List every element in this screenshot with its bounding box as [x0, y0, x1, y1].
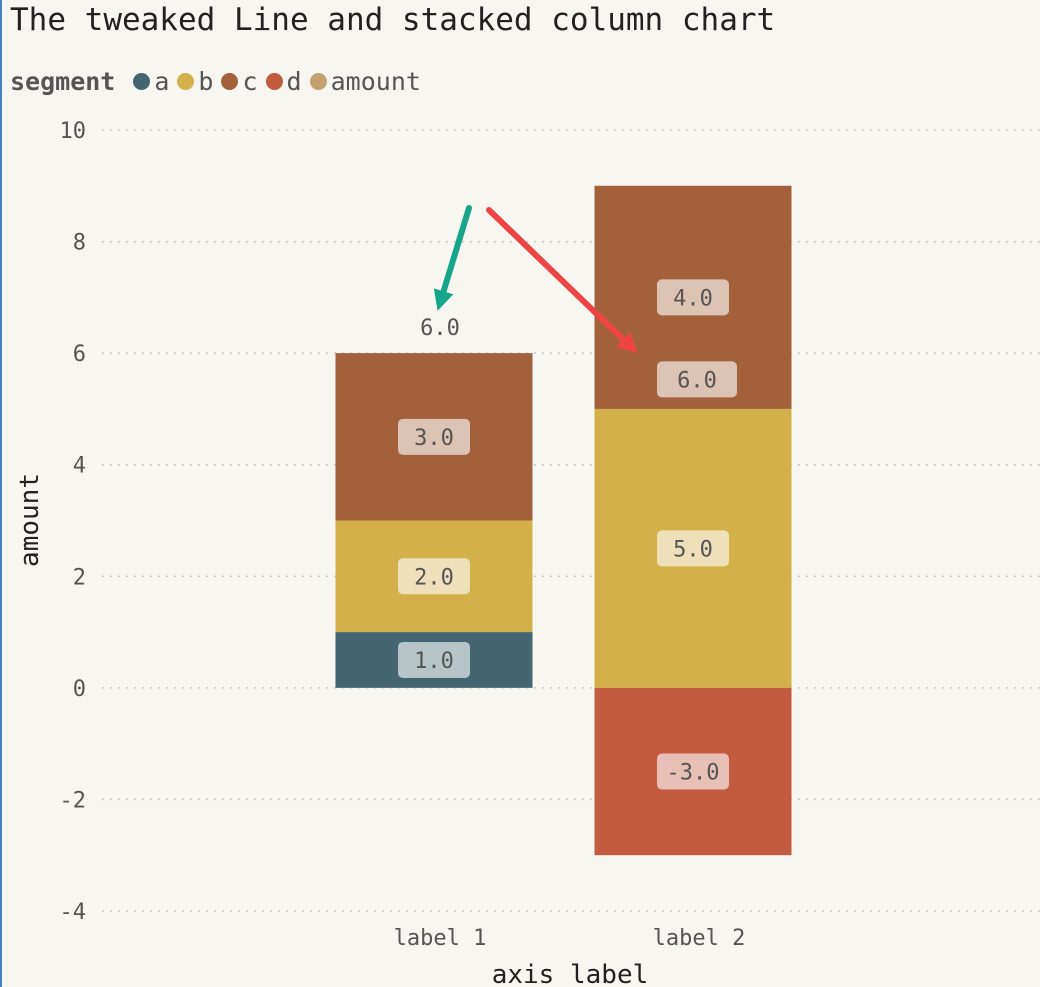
total-label: 6.0 [420, 316, 460, 341]
legend-label-amount: amount [330, 66, 421, 96]
legend-swatch-d [265, 72, 283, 90]
legend: segment a b c d amount [10, 63, 429, 99]
data-label: 3.0 [414, 426, 454, 451]
data-label: -3.0 [667, 761, 720, 786]
chart-title: The tweaked Line and stacked column char… [10, 2, 776, 38]
legend-label-a: a [154, 66, 170, 96]
annotations [433, 205, 638, 354]
y-axis-title: amount [15, 473, 45, 567]
y-tick-label: -2 [60, 788, 87, 813]
legend-swatch-c [221, 72, 239, 90]
y-tick-label: 6 [73, 342, 86, 367]
legend-swatch-b [177, 72, 195, 90]
data-label-background [657, 530, 729, 567]
legend-swatch-a [133, 72, 151, 90]
y-tick-label: 10 [60, 119, 87, 144]
gridlines [102, 129, 1040, 912]
data-label-background [398, 558, 470, 595]
data-label: 2.0 [414, 565, 454, 590]
legend-label-c: c [242, 66, 258, 96]
total-label-background [657, 361, 737, 398]
x-axis-ticks: label 1 label 2 [394, 926, 746, 951]
legend-label-b: b [198, 66, 214, 96]
y-tick-label: 8 [73, 231, 86, 256]
legend-item-d[interactable]: d [265, 66, 302, 96]
y-tick-label: 0 [73, 677, 86, 702]
legend-item-amount[interactable]: amount [309, 66, 421, 96]
data-label: 1.0 [414, 649, 454, 674]
data-label-background [657, 753, 729, 790]
legend-item-b[interactable]: b [177, 67, 213, 96]
legend-swatch-amount [309, 72, 327, 90]
data-label-background [657, 279, 729, 316]
y-axis-ticks: 10 8 6 4 2 0 -2 -4 [60, 119, 87, 925]
data-label: 4.0 [673, 286, 713, 311]
window-edge [0, 0, 2, 987]
data-labels: 1.0 2.0 3.0 5.0 4.0 -3.0 6.0 6.0 [398, 279, 737, 790]
legend-title: segment [10, 66, 116, 96]
x-axis-title: axis label [492, 960, 649, 987]
annotation-arrow-red [486, 207, 638, 354]
legend-item-a[interactable]: a [133, 67, 169, 96]
total-label: 6.0 [677, 368, 717, 393]
annotation-arrow-green [433, 205, 472, 311]
x-tick-label: label 2 [653, 926, 746, 951]
data-label-background [398, 641, 470, 678]
y-tick-label: -4 [60, 900, 87, 925]
legend-item-c[interactable]: c [221, 66, 258, 96]
y-tick-label: 4 [73, 454, 86, 479]
x-tick-label: label 1 [394, 926, 487, 951]
y-tick-label: 2 [73, 565, 86, 590]
legend-label-d: d [286, 66, 302, 96]
data-label: 5.0 [673, 537, 713, 562]
data-label-background [398, 418, 470, 455]
